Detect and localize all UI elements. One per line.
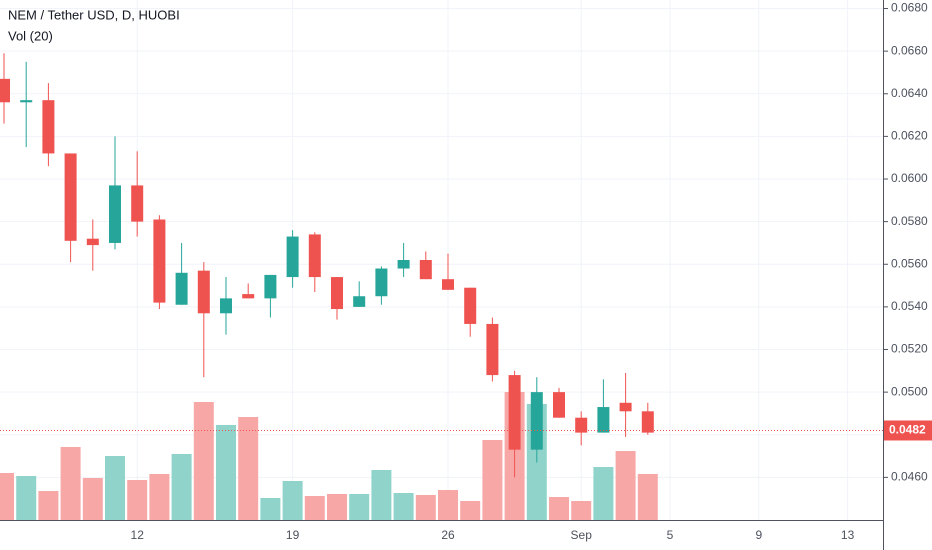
y-tick-label: 0.0600	[891, 171, 928, 185]
last-price-box	[884, 420, 932, 441]
candle-body	[419, 260, 432, 280]
volume-bar	[571, 501, 592, 520]
volume-bar	[637, 474, 658, 520]
volume-bar	[238, 417, 259, 520]
candle-body	[442, 279, 454, 290]
y-tick-label: 0.0620	[891, 129, 928, 143]
volume-bar	[38, 491, 59, 520]
volume-bar	[438, 490, 458, 520]
y-tick-label: 0.0680	[891, 1, 928, 15]
candle-body	[42, 100, 55, 154]
y-tick-label: 0.0540	[891, 299, 928, 313]
candle-body	[575, 417, 588, 433]
chart-title: NEM / Tether USD, D, HUOBI	[8, 7, 180, 22]
candle-body	[264, 274, 277, 299]
volume-bar	[193, 402, 214, 520]
volume-bar	[82, 478, 103, 520]
x-tick-label: 5	[667, 528, 674, 542]
candle-body	[0, 78, 10, 103]
volume-bar	[216, 425, 236, 520]
candle-body	[64, 153, 77, 241]
candle-body	[464, 287, 477, 324]
x-tick-label: 12	[131, 528, 145, 542]
volume-bar	[460, 501, 481, 520]
indicator-label: Vol (20)	[8, 28, 53, 43]
volume-bar	[415, 495, 436, 520]
candle-body	[242, 294, 255, 299]
volume-bar	[327, 494, 347, 520]
volume-bar	[16, 476, 37, 520]
volume-bar	[349, 494, 370, 520]
volume-bar	[393, 493, 414, 520]
y-tick-label: 0.0560	[891, 256, 928, 270]
x-tick-label: 26	[441, 528, 455, 542]
x-tick-label: Sep	[571, 528, 593, 542]
candle-body	[131, 185, 144, 222]
volume-bar	[593, 467, 614, 520]
volume-bar	[282, 481, 303, 520]
y-tick-label: 0.0660	[891, 43, 928, 57]
candle-body	[353, 296, 366, 307]
candle-body	[375, 268, 388, 297]
volume-bar	[149, 474, 170, 520]
x-tick-label: 19	[286, 528, 300, 542]
volume-bar	[171, 454, 192, 520]
volume-bar	[371, 470, 392, 520]
volume-pane	[0, 392, 658, 520]
volume-bar	[260, 498, 281, 520]
candle-body	[109, 185, 121, 243]
candle-body	[641, 411, 654, 433]
candle-body	[20, 100, 33, 103]
candle-body	[508, 375, 521, 450]
last-price-label: 0.0482	[889, 423, 926, 437]
candle-body	[597, 407, 610, 433]
price-pane	[0, 53, 654, 478]
volume-bar	[615, 451, 636, 520]
volume-bar	[60, 447, 81, 520]
candle-body	[86, 238, 99, 246]
candle-body	[308, 234, 321, 278]
x-tick-label: 13	[841, 528, 855, 542]
candle-body	[486, 323, 499, 376]
candle-body	[331, 277, 343, 310]
volume-bar	[549, 497, 569, 520]
volume-bar	[105, 456, 125, 520]
candle-body	[153, 219, 166, 303]
candle-body	[530, 392, 543, 450]
candle-body	[397, 260, 410, 269]
y-tick-label: 0.0640	[891, 86, 928, 100]
volume-bar	[304, 496, 325, 520]
candle-body	[175, 272, 188, 305]
y-tick-label: 0.0520	[891, 342, 928, 356]
y-tick-label: 0.0500	[891, 384, 928, 398]
candle-body	[619, 402, 632, 412]
y-tick-label: 0.0460	[891, 470, 928, 484]
volume-bar	[482, 440, 503, 520]
candle-body	[553, 392, 565, 418]
candle-body	[220, 298, 232, 314]
volume-bar	[127, 480, 148, 520]
candle-body	[286, 236, 299, 278]
x-tick-label: 9	[755, 528, 762, 542]
volume-bar	[0, 473, 14, 520]
y-tick-label: 0.0580	[891, 214, 928, 228]
candle-body	[197, 270, 210, 314]
